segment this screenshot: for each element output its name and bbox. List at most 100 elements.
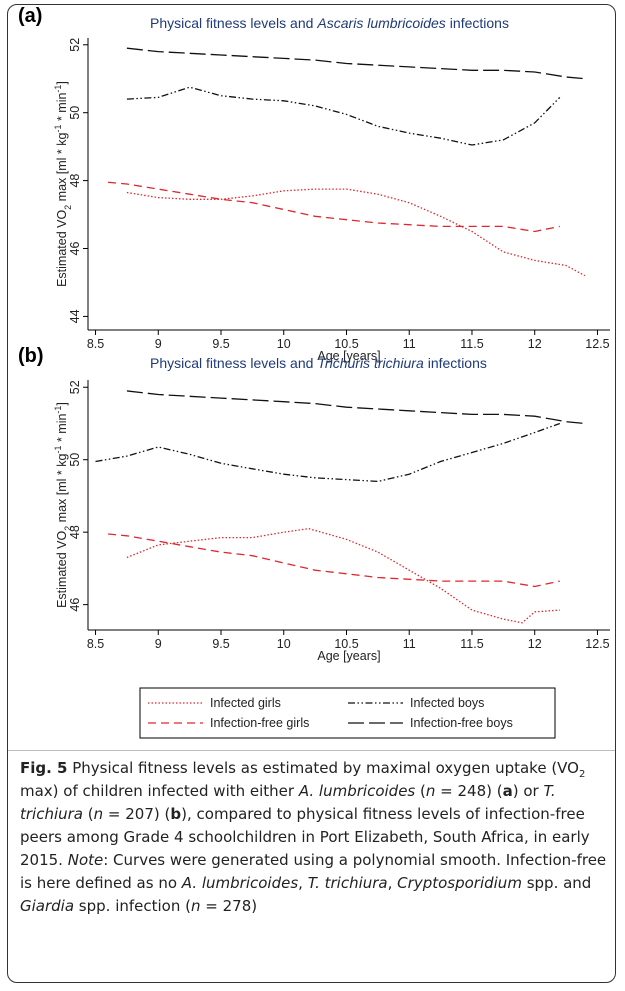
y-axis-label-part: Estimated VO <box>55 210 69 287</box>
caption-part: 2 <box>578 769 586 780</box>
caption-part: n <box>425 782 436 800</box>
caption-part: spp. infection ( <box>74 897 191 915</box>
figure-frame <box>7 4 616 983</box>
legend-label: Infected boys <box>410 696 484 710</box>
series-line <box>126 47 585 80</box>
title-text: Physical fitness levels and <box>150 355 313 371</box>
series-line <box>108 533 560 588</box>
caption-part: : Curves were generated using a polynomi… <box>20 851 607 892</box>
y-tick-label: 46 <box>68 598 82 612</box>
y-axis-label-part: * min <box>55 93 69 125</box>
caption-part: Giardia <box>20 897 75 915</box>
y-axis-label-part: max [ml * kg <box>55 133 69 205</box>
legend-label: Infection-free girls <box>210 716 309 730</box>
y-axis-label: Estimated VO2 max [ml * kg-1 * min-1] <box>53 81 73 287</box>
y-axis-label: Estimated VO2 max [ml * kg-1 * min-1] <box>53 402 73 608</box>
caption-part: A. lumbricoides <box>298 782 416 800</box>
y-tick-label: 52 <box>68 38 82 52</box>
y-tick-label: 52 <box>68 380 82 394</box>
x-tick-label: 11 <box>403 337 416 351</box>
x-tick-label: 11.5 <box>460 637 483 651</box>
caption-part: T. trichiura <box>20 782 556 823</box>
title-suffix: infections <box>428 355 487 371</box>
caption-part: spp. and <box>521 874 592 892</box>
x-tick-label: 10.5 <box>334 637 358 651</box>
y-tick-label: 46 <box>68 242 82 256</box>
series-line <box>95 422 561 483</box>
y-axis-label-part: -1 <box>53 446 63 454</box>
caption-part: = 207) ( <box>103 805 171 823</box>
y-axis-label-part: 2 <box>63 205 73 210</box>
panel-label: (b) <box>18 345 44 367</box>
chart-title: Physical fitness levels and Ascaris lumbr… <box>150 15 509 31</box>
y-tick-label: 50 <box>68 106 82 120</box>
caption-part: , <box>387 874 398 892</box>
caption-part: ), compared to physical fitness levels o… <box>20 805 590 869</box>
y-tick-label: 48 <box>68 525 82 539</box>
caption-part: ( <box>415 782 426 800</box>
series-line <box>126 527 560 624</box>
caption-part: T. trichiura <box>307 874 388 892</box>
caption-part: n <box>190 897 201 915</box>
x-tick-label: 9.5 <box>212 637 229 651</box>
x-tick-label: 12.5 <box>585 637 609 651</box>
x-tick-label: 9 <box>155 637 162 651</box>
caption-part: , <box>298 874 308 892</box>
y-tick-label: 48 <box>68 174 82 188</box>
x-tick-label: 12 <box>528 337 542 351</box>
y-axis-label-part: Estimated VO <box>55 531 69 608</box>
x-axis-label: Age [years] <box>317 349 380 363</box>
series-line <box>126 86 561 146</box>
x-tick-label: 8.5 <box>87 637 104 651</box>
y-axis-label-part: max [ml * kg <box>55 454 69 526</box>
x-axis-label: Age [years] <box>317 649 380 663</box>
y-axis-label-part: 2 <box>63 526 73 531</box>
caption-part: Note <box>67 851 104 869</box>
y-tick-label: 44 <box>68 309 82 323</box>
legend-label: Infected girls <box>210 696 281 710</box>
caption-part: ) or <box>512 782 544 800</box>
x-tick-label: 12.5 <box>585 337 609 351</box>
y-axis-label-part: -1 <box>53 125 63 133</box>
x-tick-label: 11.5 <box>460 337 483 351</box>
caption: Fig. 5 Physical fitness levels as estima… <box>20 757 610 918</box>
title-text: Physical fitness levels and <box>150 15 313 31</box>
x-tick-label: 10 <box>277 637 291 651</box>
caption-part: Fig. 5 <box>20 759 68 777</box>
x-tick-label: 8.5 <box>87 337 104 351</box>
caption-part: A. lumbricoides <box>181 874 299 892</box>
title-suffix: infections <box>450 15 509 31</box>
series-line <box>126 390 585 425</box>
y-axis-label-part: -1 <box>53 406 63 414</box>
title-species: Ascaris lumbricoides <box>316 15 445 31</box>
caption-part: n <box>93 805 104 823</box>
y-axis-label-part: ] <box>55 81 69 84</box>
caption-part: a <box>502 782 513 800</box>
x-tick-label: 9 <box>155 337 162 351</box>
y-axis-label-part: * min <box>55 414 69 446</box>
x-tick-label: 12 <box>528 637 542 651</box>
x-tick-label: 10 <box>277 337 291 351</box>
title-species: Trichuris trichiura <box>317 355 424 371</box>
y-axis-label-part: -1 <box>53 85 63 93</box>
divider <box>8 750 615 751</box>
legend-label: Infection-free boys <box>410 716 513 730</box>
x-tick-label: 11 <box>403 637 416 651</box>
chart-title: Physical fitness levels and Trichuris tri… <box>150 355 487 371</box>
caption-part: max) of children infected with either <box>20 782 299 800</box>
y-axis-label-part: ] <box>55 402 69 405</box>
caption-part: Physical fitness levels as estimated by … <box>67 759 579 777</box>
series-line <box>126 188 586 277</box>
x-tick-label: 9.5 <box>212 337 229 351</box>
panel-label: (a) <box>18 5 42 27</box>
figure: (a) Physical fitness levels and Ascaris lu… <box>18 5 610 739</box>
y-tick-label: 50 <box>68 453 82 467</box>
caption-part: b <box>170 805 182 823</box>
caption-part: = 278) <box>200 897 258 915</box>
legend-box <box>139 687 556 739</box>
caption-part: = 248) ( <box>435 782 503 800</box>
caption-part: Cryptosporidium <box>397 874 522 892</box>
x-tick-label: 10.5 <box>334 337 358 351</box>
caption-part: ( <box>83 805 94 823</box>
series-line <box>108 181 560 233</box>
